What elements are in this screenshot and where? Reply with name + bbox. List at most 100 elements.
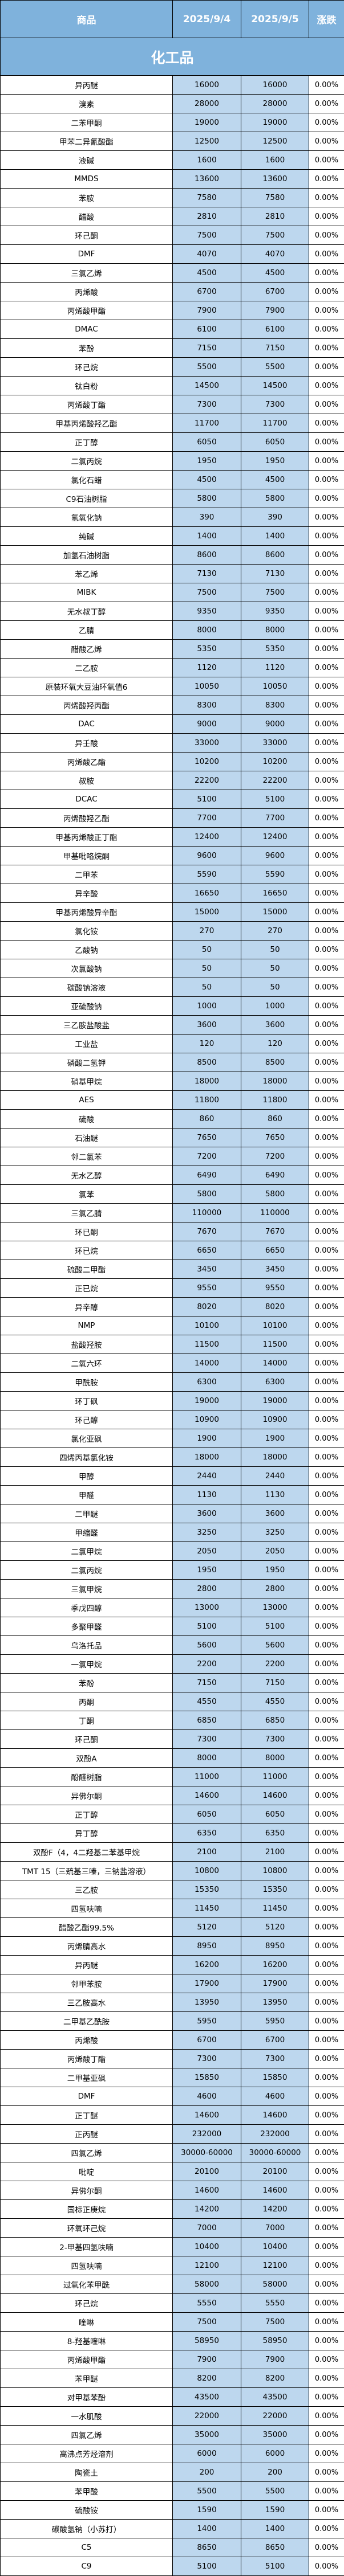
price-change: 0.00% bbox=[309, 564, 344, 583]
price-change: 0.00% bbox=[309, 808, 344, 828]
price-date1: 7900 bbox=[172, 2350, 241, 2369]
price-date1: 1900 bbox=[172, 1429, 241, 1448]
price-date2: 22000 bbox=[241, 2406, 309, 2426]
table-row: 丙烯酸 6700 6700 0.00% bbox=[0, 2030, 344, 2050]
price-date2: 35000 bbox=[241, 2425, 309, 2444]
price-date1: 7130 bbox=[172, 564, 241, 583]
price-date1: 8000 bbox=[172, 620, 241, 640]
price-date2: 7300 bbox=[241, 395, 309, 414]
price-date1: 16200 bbox=[172, 1955, 241, 1974]
table-row: 双酚F（4，4二羟基二苯基甲烷 2100 2100 0.00% bbox=[0, 1842, 344, 1862]
price-date1: 4550 bbox=[172, 1692, 241, 1711]
price-change: 0.00% bbox=[309, 1109, 344, 1128]
price-date2: 7670 bbox=[241, 1222, 309, 1241]
price-date2: 10050 bbox=[241, 677, 309, 696]
product-name: DCAC bbox=[0, 790, 173, 809]
price-change: 0.00% bbox=[309, 2500, 344, 2520]
price-date2: 2810 bbox=[241, 207, 309, 226]
price-date2: 6300 bbox=[241, 1372, 309, 1392]
price-date1: 5500 bbox=[172, 357, 241, 377]
product-name: 邻甲苯胺 bbox=[0, 1974, 173, 1993]
price-date2: 5600 bbox=[241, 1635, 309, 1655]
table-row: 对甲基苯酚 43500 43500 0.00% bbox=[0, 2387, 344, 2407]
table-row: 硫酸 860 860 0.00% bbox=[0, 1109, 344, 1128]
price-date1: 5590 bbox=[172, 865, 241, 884]
section-row: 化工品 bbox=[0, 38, 344, 76]
table-row: 磷酸二氢钾 8500 8500 0.00% bbox=[0, 1053, 344, 1072]
price-change: 0.00% bbox=[309, 1993, 344, 2012]
price-change: 0.00% bbox=[309, 2218, 344, 2238]
price-change: 0.00% bbox=[309, 1203, 344, 1222]
price-date2: 14600 bbox=[241, 1786, 309, 1805]
price-date2: 7650 bbox=[241, 1128, 309, 1147]
price-change: 0.00% bbox=[309, 2105, 344, 2125]
price-date2: 4600 bbox=[241, 2087, 309, 2106]
price-change: 0.00% bbox=[309, 865, 344, 884]
price-change: 0.00% bbox=[309, 451, 344, 471]
price-change: 0.00% bbox=[309, 602, 344, 621]
price-date1: 8950 bbox=[172, 1936, 241, 1956]
price-date1: 6100 bbox=[172, 320, 241, 339]
table-row: 喹啉 7500 7500 0.00% bbox=[0, 2312, 344, 2332]
price-change: 0.00% bbox=[309, 545, 344, 565]
product-name: 甲醛 bbox=[0, 1485, 173, 1504]
table-row: 丙烯酸羟乙酯 7700 7700 0.00% bbox=[0, 808, 344, 828]
price-date1: 1600 bbox=[172, 150, 241, 170]
price-date2: 8020 bbox=[241, 1297, 309, 1316]
price-change: 0.00% bbox=[309, 526, 344, 546]
price-date1: 3250 bbox=[172, 1523, 241, 1542]
product-name: 正已烷 bbox=[0, 1278, 173, 1298]
price-date1: 6700 bbox=[172, 282, 241, 301]
price-date2: 11700 bbox=[241, 414, 309, 433]
product-name: 硫酸 bbox=[0, 1109, 173, 1128]
product-name: 乙酸钠 bbox=[0, 940, 173, 959]
product-name: 碳酸氢钠（小苏打） bbox=[0, 2519, 173, 2538]
table-row: 氯化铵 270 270 0.00% bbox=[0, 921, 344, 941]
price-date1: 5500 bbox=[172, 2481, 241, 2501]
section-title: 化工品 bbox=[0, 38, 344, 76]
table-row: DMF 4070 4070 0.00% bbox=[0, 244, 344, 264]
table-row: 二甲苯 5590 5590 0.00% bbox=[0, 865, 344, 884]
price-change: 0.00% bbox=[309, 2275, 344, 2294]
price-change: 0.00% bbox=[309, 921, 344, 941]
price-date2: 14200 bbox=[241, 2199, 309, 2219]
price-change: 0.00% bbox=[309, 2199, 344, 2219]
product-name: 氢氧化钠 bbox=[0, 508, 173, 527]
price-date1: 8020 bbox=[172, 1297, 241, 1316]
product-name: 二氧六环 bbox=[0, 1354, 173, 1373]
product-name: 二甲基乙酰胺 bbox=[0, 2011, 173, 2031]
price-date2: 18000 bbox=[241, 1072, 309, 1091]
table-row: 国标正庚烷 14200 14200 0.00% bbox=[0, 2199, 344, 2219]
product-name: AES bbox=[0, 1090, 173, 1110]
product-name: 环己烷 bbox=[0, 2293, 173, 2313]
table-row: 丙烯酸羟丙酯 8300 8300 0.00% bbox=[0, 696, 344, 715]
product-name: 二甲苯 bbox=[0, 865, 173, 884]
product-name: 次氯酸钠 bbox=[0, 959, 173, 978]
price-change: 0.00% bbox=[309, 1617, 344, 1636]
price-date2: 8600 bbox=[241, 545, 309, 565]
price-change: 0.00% bbox=[309, 2181, 344, 2200]
price-date2: 16000 bbox=[241, 75, 309, 95]
product-name: 对甲基苯酚 bbox=[0, 2387, 173, 2407]
product-name: 苯酚 bbox=[0, 1673, 173, 1692]
price-date2: 7000 bbox=[241, 2218, 309, 2238]
price-date2: 5120 bbox=[241, 1917, 309, 1937]
product-name: C9 bbox=[0, 2557, 173, 2576]
price-change: 0.00% bbox=[309, 2331, 344, 2350]
table-row: 三氯甲烷 2800 2800 0.00% bbox=[0, 1579, 344, 1598]
table-row: 三乙胺高水 13950 13950 0.00% bbox=[0, 1993, 344, 2012]
price-change: 0.00% bbox=[309, 639, 344, 659]
table-row: 乌洛托品 5600 5600 0.00% bbox=[0, 1635, 344, 1655]
price-change: 0.00% bbox=[309, 1523, 344, 1542]
price-change: 0.00% bbox=[309, 2312, 344, 2332]
price-date1: 5950 bbox=[172, 2011, 241, 2031]
product-name: 苯胺 bbox=[0, 188, 173, 207]
table-row: 三乙胺 15350 15350 0.00% bbox=[0, 1880, 344, 1899]
price-date2: 7150 bbox=[241, 1673, 309, 1692]
price-date1: 14500 bbox=[172, 376, 241, 395]
price-date2: 6000 bbox=[241, 2444, 309, 2463]
price-change: 0.00% bbox=[309, 902, 344, 922]
price-change: 0.00% bbox=[309, 2519, 344, 2538]
product-name: 无水乙醇 bbox=[0, 1166, 173, 1185]
product-name: 苯甲酸 bbox=[0, 2481, 173, 2501]
